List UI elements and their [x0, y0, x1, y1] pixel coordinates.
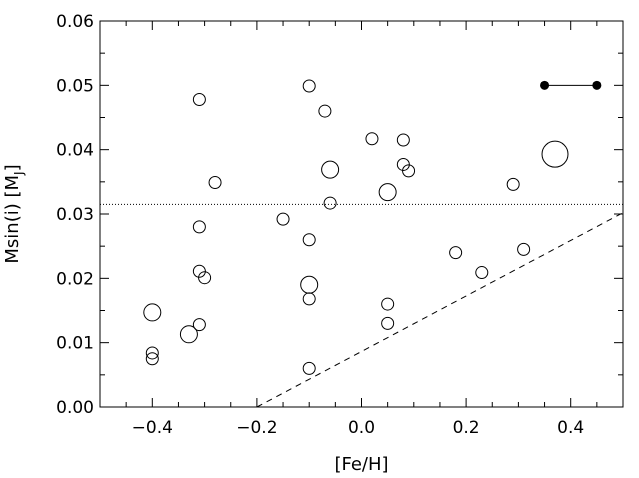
data-point-17	[449, 246, 463, 260]
data-point-12	[323, 196, 337, 210]
data-point-15	[302, 233, 316, 247]
data-point-5	[541, 140, 569, 168]
ticks-layer: −0.4 −0.2 0.0 0.2 0.4 0.00 0.01 0.02 0.03 0.04 0.0…	[56, 12, 624, 438]
data-point-1	[302, 79, 316, 93]
data-point-23	[381, 297, 395, 311]
error-bar-endpoint-1	[592, 80, 602, 90]
y-axis-label: Msin(i) [MJ]	[2, 164, 26, 263]
data-point-24	[143, 303, 162, 322]
data-point-11	[378, 183, 397, 202]
data-point-18	[475, 266, 489, 280]
y-tick-label: 0.01	[56, 334, 94, 354]
data-point-29	[145, 352, 159, 366]
data-point-14	[192, 220, 206, 234]
error-bar-endpoint-0	[540, 80, 550, 90]
data-point-28	[145, 346, 159, 360]
y-tick-label: 0.04	[56, 141, 94, 161]
data-point-13	[276, 212, 290, 226]
y-tick-label: 0.03	[56, 205, 94, 225]
data-point-26	[381, 316, 395, 330]
plot-layer	[100, 79, 624, 408]
data-point-20	[198, 271, 212, 285]
data-point-4	[396, 133, 410, 147]
data-point-2	[318, 104, 332, 118]
y-tick-label: 0.06	[56, 12, 94, 32]
data-point-9	[208, 175, 222, 189]
y-tick-label: 0.02	[56, 269, 94, 289]
data-point-30	[302, 361, 316, 375]
data-point-25	[192, 318, 206, 332]
y-axis-label-subscript: J	[12, 171, 26, 176]
y-tick-label: 0.00	[56, 398, 94, 418]
x-tick-label: 0.2	[453, 418, 480, 438]
y-axis-label-main: Msin(i) [M	[2, 175, 23, 264]
data-point-6	[321, 160, 340, 179]
data-point-16	[517, 242, 531, 256]
x-tick-label: 0.0	[348, 418, 375, 438]
x-tick-label: −0.4	[132, 418, 173, 438]
data-point-0	[192, 92, 206, 106]
y-tick-label: 0.05	[56, 76, 94, 96]
data-point-22	[302, 292, 316, 306]
y-axis-label-close: ]	[2, 164, 23, 171]
x-tick-label: 0.4	[557, 418, 584, 438]
x-axis-label: [Fe/H]	[334, 454, 388, 475]
dashed-limit-line	[256, 212, 624, 408]
data-point-27	[179, 325, 198, 344]
data-point-3	[365, 132, 379, 146]
data-point-10	[506, 177, 520, 191]
data-point-8	[402, 164, 416, 178]
x-tick-label: −0.2	[236, 418, 277, 438]
